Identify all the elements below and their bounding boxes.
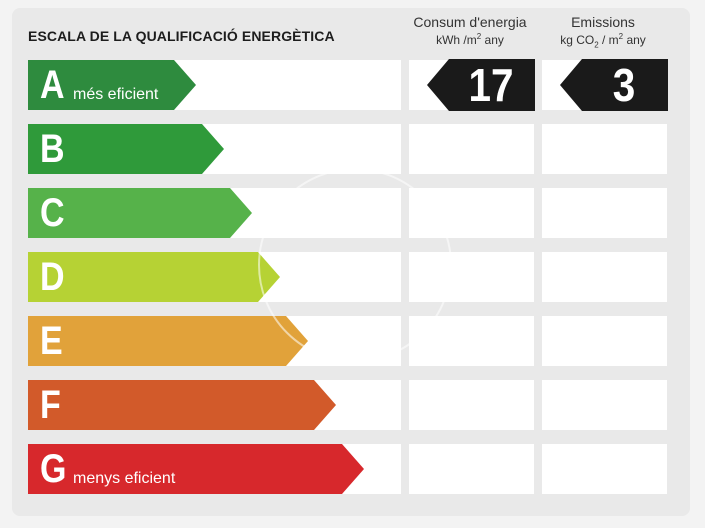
- consumption-cell-c: [409, 188, 534, 238]
- rating-letter-g: G: [40, 447, 67, 491]
- rating-description-g: menys eficient: [73, 470, 176, 487]
- emissions-cell-b: [542, 124, 667, 174]
- rating-letter-a: A: [40, 63, 65, 107]
- rating-arrow-shape-d: [28, 252, 280, 302]
- rating-arrow-shape-e: [28, 316, 308, 366]
- rating-arrow-fill-e: [28, 316, 308, 366]
- emissions-badge: 3: [560, 59, 668, 111]
- rating-arrow-fill-f: [28, 380, 336, 430]
- rating-arrow-c: C: [28, 188, 252, 238]
- rating-arrow-fill-b: [28, 124, 224, 174]
- rating-arrow-shape-b: [28, 124, 224, 174]
- rating-letter-e: E: [40, 319, 63, 363]
- rating-description-a: més eficient: [73, 86, 159, 103]
- emissions-header: Emissions kg CO2 / m2 any: [533, 14, 673, 50]
- consumption-badge-value: 17: [468, 59, 514, 111]
- emissions-unit: kg CO2 / m2 any: [560, 31, 646, 49]
- rating-arrow-fill-a: [28, 60, 196, 110]
- rating-arrow-fill-g: [28, 444, 364, 494]
- emissions-header-label: Emissions: [571, 14, 635, 30]
- rating-arrow-b: B: [28, 124, 224, 174]
- consumption-badge: 17: [427, 59, 535, 111]
- rating-arrow-shape-c: [28, 188, 252, 238]
- consumption-header: Consum d'energia kWh /m2 any: [400, 14, 540, 48]
- rating-letter-d: D: [40, 255, 65, 299]
- consumption-cell-e: [409, 316, 534, 366]
- rating-arrow-f: F: [28, 380, 336, 430]
- scale-title: ESCALA DE LA QUALIFICACIÓ ENERGÈTICA: [28, 28, 335, 44]
- emissions-badge-shape: [560, 59, 668, 111]
- rating-arrow-shape-a: [28, 60, 196, 110]
- emissions-cell-d: [542, 252, 667, 302]
- rating-letter-b: B: [40, 127, 65, 171]
- rating-arrow-d: D: [28, 252, 280, 302]
- rating-arrow-fill-d: [28, 252, 280, 302]
- emissions-cell-g: [542, 444, 667, 494]
- consumption-cell-f: [409, 380, 534, 430]
- consumption-header-label: Consum d'energia: [413, 14, 527, 30]
- emissions-cell-c: [542, 188, 667, 238]
- emissions-badge-value: 3: [612, 59, 636, 111]
- emissions-cell-e: [542, 316, 667, 366]
- consumption-badge-pointer: [427, 59, 535, 111]
- consumption-badge-shape: [427, 59, 535, 111]
- consumption-cell-d: [409, 252, 534, 302]
- emissions-badge-pointer: [560, 59, 668, 111]
- rating-arrow-fill-c: [28, 188, 252, 238]
- rating-arrow-e: E: [28, 316, 308, 366]
- consumption-cell-g: [409, 444, 534, 494]
- rating-letter-c: C: [40, 191, 65, 235]
- rating-letter-f: F: [40, 383, 61, 427]
- consumption-cell-b: [409, 124, 534, 174]
- consumption-unit: kWh /m2 any: [436, 31, 504, 47]
- rating-arrow-shape-f: [28, 380, 336, 430]
- emissions-cell-f: [542, 380, 667, 430]
- rating-arrow-shape-g: [28, 444, 364, 494]
